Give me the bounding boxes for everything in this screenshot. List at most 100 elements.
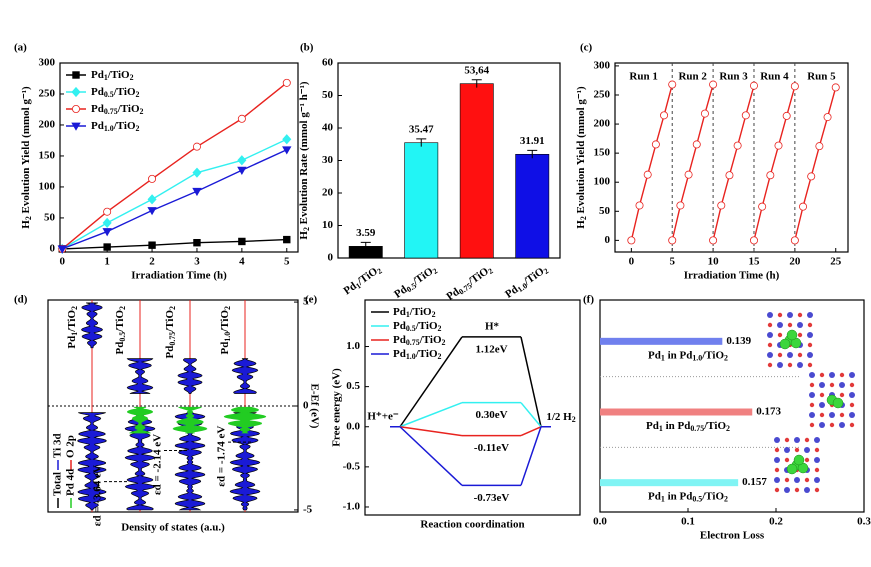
atom — [784, 447, 790, 453]
value-label: 0.157 — [742, 476, 767, 488]
y-axis-label: H2 Evolution Rate (mmol g⁻¹ h⁻¹) — [298, 81, 311, 239]
atom — [819, 372, 825, 378]
atom — [807, 322, 813, 328]
series-line — [61, 149, 288, 250]
plot-frame — [614, 62, 849, 253]
atom — [849, 392, 855, 398]
atom — [787, 322, 793, 328]
atom — [819, 402, 825, 408]
y-axis-label: E-Ef (eV) — [308, 384, 320, 429]
y-axis-label: Free energy (eV) — [331, 368, 343, 447]
category-label: Pd1 in Pd0.5/TiO2 — [648, 490, 728, 503]
marker — [71, 122, 81, 131]
marker — [741, 111, 750, 120]
marker — [807, 172, 816, 181]
legend-label: Pd0.75/TiO2 — [393, 334, 446, 347]
error-bar — [527, 149, 538, 159]
atom — [774, 437, 780, 443]
atom — [832, 397, 844, 409]
atom — [839, 372, 845, 378]
marker — [790, 236, 799, 245]
atom — [849, 402, 855, 408]
x-tick-label: 5 — [284, 256, 290, 268]
connector — [520, 402, 542, 428]
error-bar — [416, 138, 427, 147]
legend-label: O 2p — [65, 435, 77, 458]
atom — [777, 322, 783, 328]
dos-curve — [177, 358, 203, 394]
y-tick-label: 0 — [328, 252, 334, 264]
d-band-label: εd = -3.64 eV — [92, 465, 104, 526]
value-label: 31.91 — [520, 135, 545, 147]
marker — [651, 140, 660, 149]
bar — [459, 83, 494, 259]
marker — [148, 241, 156, 249]
series-line — [61, 82, 288, 250]
marker — [684, 170, 693, 179]
x-tick-label: Pd0.5/TiO2 — [392, 263, 439, 302]
atom — [784, 457, 790, 463]
atom — [787, 362, 793, 368]
y-tick-label: 200 — [39, 118, 56, 130]
y-tick-label: 50 — [322, 89, 334, 101]
atom — [767, 332, 773, 338]
atom — [807, 362, 813, 368]
marker — [700, 109, 709, 118]
y-tick-label: 200 — [594, 118, 611, 130]
value-label: -0.11eV — [474, 442, 509, 454]
atom — [814, 467, 820, 473]
y-tick-label: 150 — [594, 147, 611, 159]
series-line — [61, 138, 288, 250]
y-tick-label: 1.0 — [346, 340, 360, 352]
atom — [809, 392, 815, 398]
y-axis-label: H2 Evolution Yield (mmol g⁻¹) — [20, 86, 33, 229]
run-label: Run 3 — [719, 71, 748, 83]
marker — [282, 78, 291, 87]
marker — [635, 201, 644, 210]
marker — [790, 82, 799, 91]
panel-label: (b) — [300, 42, 314, 54]
marker — [283, 235, 291, 244]
marker — [102, 228, 112, 237]
marker — [733, 141, 742, 150]
atom — [767, 352, 773, 358]
atom — [787, 312, 793, 318]
legend-label: Pd1.0/TiO2 — [91, 120, 140, 133]
y-tick-label: 0 — [50, 242, 56, 254]
atom — [839, 392, 845, 398]
atom — [797, 332, 803, 338]
atom — [829, 422, 835, 428]
y-tick-label: 250 — [594, 89, 611, 101]
atom — [767, 312, 773, 318]
panel-name: Pd1.0/TiO2 — [219, 306, 232, 355]
bar — [600, 337, 723, 345]
connector — [520, 426, 542, 437]
plot-frame — [364, 299, 581, 516]
atom — [809, 382, 815, 388]
x-tick-label: 0.1 — [681, 516, 695, 528]
atom — [786, 329, 798, 341]
atom — [774, 467, 780, 473]
panel-label: (c) — [580, 42, 593, 54]
atom — [839, 382, 845, 388]
dos-curve — [126, 358, 154, 394]
marker — [676, 201, 685, 210]
marker — [57, 245, 67, 254]
series-line — [630, 84, 837, 241]
atom — [797, 322, 803, 328]
atom — [774, 487, 780, 493]
x-tick-label: 0.2 — [769, 516, 783, 528]
marker — [237, 114, 246, 123]
panel-name: Pd0.75/TiO2 — [164, 306, 177, 359]
value-label: 0.139 — [726, 335, 751, 347]
marker — [147, 194, 157, 205]
dos-curve — [77, 412, 107, 511]
atom — [779, 338, 791, 350]
atom — [814, 447, 820, 453]
y-tick-label: 60 — [322, 57, 334, 69]
marker — [72, 71, 80, 79]
marker — [193, 239, 201, 247]
y-tick-label: -0.5 — [343, 460, 361, 472]
y-tick-label: 30 — [322, 154, 334, 166]
atom — [829, 382, 835, 388]
